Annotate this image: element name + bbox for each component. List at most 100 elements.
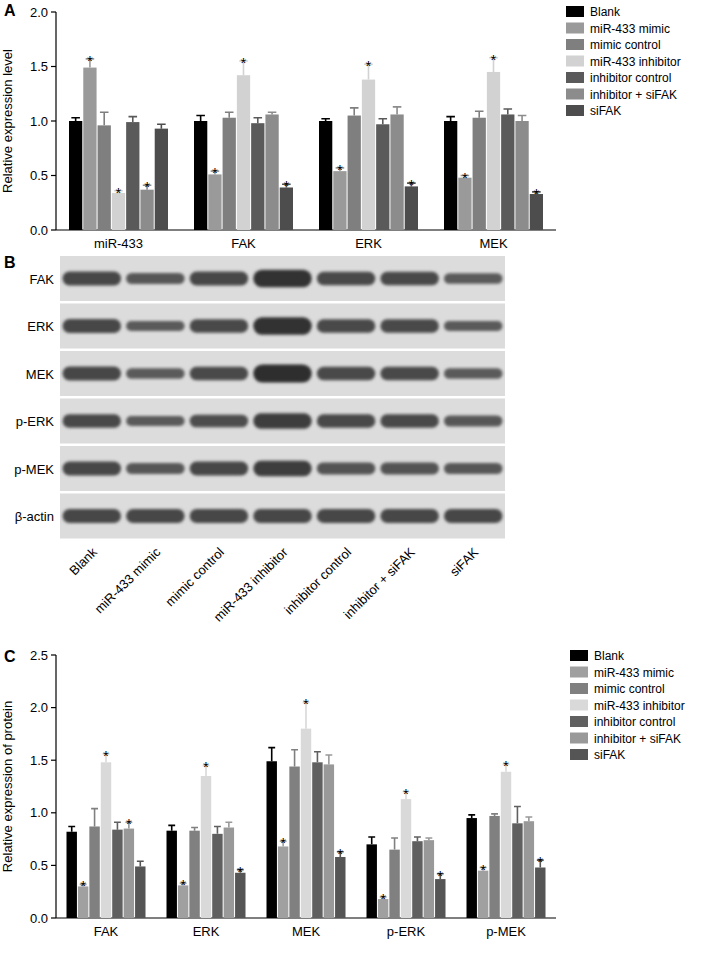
y-tick-label: 2.0 bbox=[30, 700, 48, 715]
significance-mark: * bbox=[283, 177, 289, 194]
y-tick-label: 2.0 bbox=[30, 5, 48, 20]
legend-swatch bbox=[566, 23, 584, 34]
significance-mark: * bbox=[380, 890, 386, 907]
blot-strip bbox=[60, 399, 505, 444]
blot-band bbox=[253, 413, 311, 428]
panel-label: B bbox=[4, 254, 16, 271]
bar bbox=[83, 68, 96, 230]
bar bbox=[265, 114, 278, 230]
blot-lane-label: inhibitor + siFAK bbox=[340, 544, 418, 622]
blot-band bbox=[63, 367, 121, 381]
y-tick-label: 0.0 bbox=[30, 223, 48, 238]
x-tick-label: MEK bbox=[479, 236, 508, 251]
bar bbox=[478, 871, 488, 918]
y-axis-label: Relative expression level bbox=[0, 49, 15, 193]
annotations: *************** bbox=[80, 695, 543, 907]
legend-swatch bbox=[566, 6, 584, 17]
legend: BlankmiR-433 mimicmimic controlmiR-433 i… bbox=[566, 5, 681, 118]
legend-label: mimic control bbox=[594, 682, 665, 696]
bar bbox=[69, 121, 82, 230]
error-bar bbox=[525, 817, 532, 821]
y-tick-label: 2.5 bbox=[30, 648, 48, 663]
legend-label: miR-433 mimic bbox=[594, 666, 674, 680]
blot-lane-label: Blank bbox=[66, 544, 100, 578]
blot-row-label: MEK bbox=[26, 367, 55, 382]
error-bar bbox=[414, 837, 421, 841]
bar bbox=[267, 761, 277, 918]
significance-mark: * bbox=[203, 758, 209, 775]
bar bbox=[319, 121, 332, 230]
bar bbox=[155, 129, 168, 230]
blot-band bbox=[253, 509, 311, 523]
bar bbox=[333, 171, 346, 230]
legend-label: miR-433 mimic bbox=[590, 22, 670, 36]
significance-mark: * bbox=[408, 176, 414, 193]
y-tick-label: 1.5 bbox=[30, 59, 48, 74]
bar bbox=[289, 767, 299, 918]
bar bbox=[473, 118, 486, 230]
error-bar bbox=[325, 755, 332, 764]
blot-band bbox=[253, 317, 311, 335]
bar bbox=[390, 114, 403, 230]
y-tick-label: 0.5 bbox=[30, 168, 48, 183]
legend-label: inhibitor control bbox=[590, 71, 671, 85]
bar bbox=[389, 850, 399, 918]
x-tick-label: MEK bbox=[292, 924, 321, 939]
y-tick-label: 1.0 bbox=[30, 805, 48, 820]
bar bbox=[424, 840, 434, 918]
bar bbox=[512, 823, 522, 918]
bar bbox=[501, 114, 514, 230]
legend-swatch bbox=[570, 683, 588, 694]
bar bbox=[324, 764, 334, 918]
error-bar bbox=[504, 109, 513, 114]
error-bar bbox=[368, 837, 375, 844]
significance-mark: * bbox=[437, 867, 443, 884]
blot-strip bbox=[60, 304, 505, 349]
blot-band bbox=[444, 321, 502, 331]
blot-band bbox=[444, 273, 502, 284]
error-bar bbox=[157, 124, 166, 128]
error-bar bbox=[379, 119, 388, 124]
blot-band bbox=[444, 368, 502, 379]
legend-swatch bbox=[570, 650, 588, 661]
significance-mark: * bbox=[503, 757, 509, 774]
significance-mark: * bbox=[144, 178, 150, 195]
blot-strip bbox=[60, 351, 505, 396]
error-bar bbox=[268, 112, 277, 114]
bar bbox=[223, 118, 236, 230]
significance-mark: * bbox=[462, 169, 468, 186]
blot-band bbox=[380, 272, 438, 285]
bar bbox=[237, 75, 250, 230]
blot-band bbox=[380, 509, 438, 523]
error-bar bbox=[268, 748, 275, 762]
error-bar bbox=[137, 861, 144, 866]
x-tick-label: FAK bbox=[231, 236, 256, 251]
bar bbox=[224, 828, 234, 918]
significance-mark: * bbox=[237, 863, 243, 880]
x-tick-label: miR-433 bbox=[94, 236, 143, 251]
blot-strip bbox=[60, 494, 505, 539]
blot-strip bbox=[60, 446, 505, 491]
error-bar bbox=[475, 111, 484, 118]
y-tick bbox=[51, 66, 56, 67]
bar bbox=[435, 879, 445, 918]
error-bar bbox=[291, 750, 298, 767]
legend-swatch bbox=[570, 700, 588, 711]
bar bbox=[401, 799, 411, 918]
y-tick-label: 1.5 bbox=[30, 753, 48, 768]
legend-swatch bbox=[570, 716, 588, 727]
bar bbox=[212, 834, 222, 918]
error-bar bbox=[514, 806, 521, 823]
error-bar bbox=[321, 119, 330, 121]
error-bar bbox=[91, 809, 98, 827]
blot-band bbox=[126, 368, 184, 379]
blot-lane-label: siFAK bbox=[447, 544, 482, 579]
bar bbox=[376, 124, 389, 230]
bars bbox=[69, 58, 543, 230]
bar bbox=[251, 123, 264, 230]
significance-mark: * bbox=[533, 185, 539, 202]
blot-band bbox=[380, 367, 438, 380]
error-bar bbox=[196, 116, 205, 121]
panel-label: A bbox=[4, 2, 16, 19]
legend-swatch bbox=[566, 39, 584, 50]
